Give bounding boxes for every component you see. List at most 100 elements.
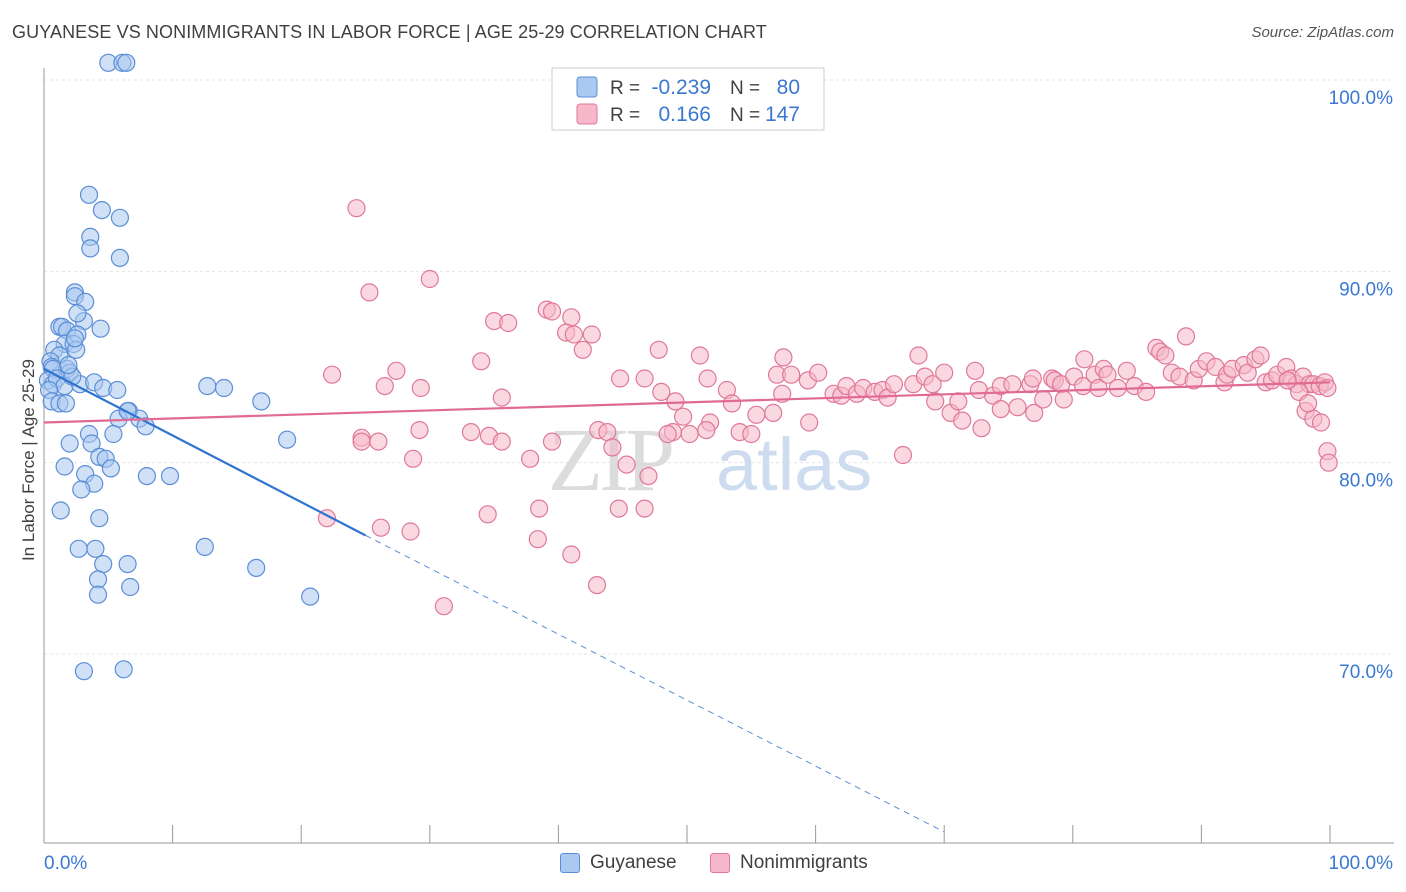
guyanese-point <box>82 434 101 453</box>
nonimmigrants-point <box>1319 453 1338 472</box>
nonimmigrants-point <box>764 403 783 422</box>
guyanese-point <box>65 329 85 348</box>
nonimmigrants-point <box>434 597 453 616</box>
nonimmigrants-point <box>809 363 828 382</box>
nonimmigrants-point <box>1176 327 1196 346</box>
guyanese-point <box>252 392 271 411</box>
nonimmigrants-point <box>1136 382 1156 401</box>
nonimmigrants-point <box>360 283 379 302</box>
guyanese-point <box>90 509 109 528</box>
nonimmigrants-point <box>722 394 742 413</box>
guyanese-point <box>91 319 110 338</box>
guyanese-swatch <box>560 853 580 873</box>
guyanese-point <box>247 558 266 578</box>
legend-r-value-1: 0.166 <box>658 103 711 126</box>
nonimmigrants-point <box>617 455 636 474</box>
guyanese-point <box>92 201 112 220</box>
nonimmigrants-point <box>893 445 913 465</box>
trend-lines <box>43 367 1331 833</box>
legend-r-value-0: -0.239 <box>651 76 711 99</box>
chart-title: GUYANESE VS NONIMMIGRANTS IN LABOR FORCE… <box>12 22 767 42</box>
guyanese-point <box>160 467 180 486</box>
nonimmigrants-point <box>461 423 481 442</box>
y-tick-label-100: 100.0% <box>1329 88 1394 109</box>
nonimmigrants-point <box>542 432 562 451</box>
nonimmigrants-point <box>639 467 658 486</box>
nonimmigrants-point <box>1025 403 1044 422</box>
nonimmigrants-point <box>774 348 793 367</box>
nonimmigrants-swatch <box>710 853 730 873</box>
axes <box>43 68 1394 844</box>
nonimmigrants-point <box>742 424 761 444</box>
nonimmigrants-point <box>698 369 717 388</box>
nonimmigrants-point <box>1298 394 1318 413</box>
nonimmigrants-point <box>1089 378 1108 398</box>
nonimmigrants-point <box>564 325 583 344</box>
legend-swatch-1 <box>576 103 598 125</box>
y-tick-label-90: 90.0% <box>1339 279 1393 300</box>
guyanese-point <box>301 587 320 606</box>
y-tick-label-70: 70.0% <box>1339 662 1393 683</box>
nonimmigrants-point <box>949 392 968 411</box>
guyanese-point <box>278 430 297 449</box>
legend-swatch-0 <box>576 76 598 98</box>
nonimmigrants-point <box>782 365 801 384</box>
guyanese-point <box>110 208 130 227</box>
nonimmigrants-point <box>747 405 766 424</box>
nonimmigrants-point <box>1251 346 1270 365</box>
y-axis-label: In Labor Force | Age 25-29 <box>19 359 38 561</box>
nonimmigrants-point <box>635 369 654 388</box>
nonimmigrants-point <box>800 413 819 432</box>
guyanese-point <box>121 577 140 597</box>
nonimmigrants-point <box>529 499 549 518</box>
guyanese-point <box>56 394 76 413</box>
legend-n-label-1: N = <box>730 105 760 126</box>
nonimmigrants-point <box>680 424 699 444</box>
guyanese-point <box>72 480 91 499</box>
nonimmigrants-point <box>1003 375 1022 394</box>
source-label: Source: ZipAtlas.com <box>1251 24 1394 41</box>
guyanese-point <box>110 248 130 267</box>
nonimmigrants-point <box>690 346 710 365</box>
legend-n-value-1: 147 <box>765 103 800 126</box>
legend-n-value-0: 80 <box>777 76 800 99</box>
nonimmigrants-point <box>1238 363 1257 382</box>
nonimmigrants-point <box>603 438 622 457</box>
guyanese-point <box>59 356 78 375</box>
legend-item-nonimmigrants[interactable]: Nonimmigrants <box>710 852 868 874</box>
nonimmigrants-points <box>317 199 1338 616</box>
bottom-legend: Guyanese Nonimmigrants <box>0 850 1406 880</box>
x-tick-labels: 0.0% 100.0% <box>44 853 1393 874</box>
guyanese-point <box>195 537 214 557</box>
nonimmigrants-point <box>935 363 954 382</box>
nonimmigrants-point <box>562 545 581 564</box>
nonimmigrants-point <box>926 392 945 411</box>
nonimmigrants-point <box>953 411 972 430</box>
nonimmigrants-point <box>401 522 420 541</box>
guyanese-point <box>104 424 123 444</box>
nonimmigrants-point <box>347 199 366 218</box>
nonimmigrants-point <box>1075 350 1094 369</box>
nonimmigrants-point <box>598 423 617 442</box>
legend-n-label-0: N = <box>730 78 760 99</box>
nonimmigrants-point <box>375 377 394 396</box>
nonimmigrants-point <box>387 361 406 380</box>
nonimmigrants-point <box>420 269 439 289</box>
nonimmigrants-point <box>371 518 390 537</box>
guyanese-point <box>101 459 121 478</box>
nonimmigrants-point <box>991 400 1010 419</box>
guyanese-point <box>74 662 94 681</box>
nonimmigrants-point <box>582 325 601 344</box>
nonimmigrants-point <box>909 346 928 365</box>
nonimmigrants-point <box>884 375 904 394</box>
nonimmigrants-point <box>635 499 654 518</box>
nonimmigrants-point <box>658 424 677 444</box>
x-tick-label-min: 0.0% <box>44 853 87 874</box>
legend-r-label-1: R = <box>610 105 640 126</box>
nonimmigrants-point <box>472 352 491 371</box>
guyanese-point <box>137 467 156 486</box>
legend-label-guyanese: Guyanese <box>590 852 677 873</box>
legend-item-guyanese[interactable]: Guyanese <box>560 852 677 874</box>
nonimmigrants-point <box>610 369 630 388</box>
